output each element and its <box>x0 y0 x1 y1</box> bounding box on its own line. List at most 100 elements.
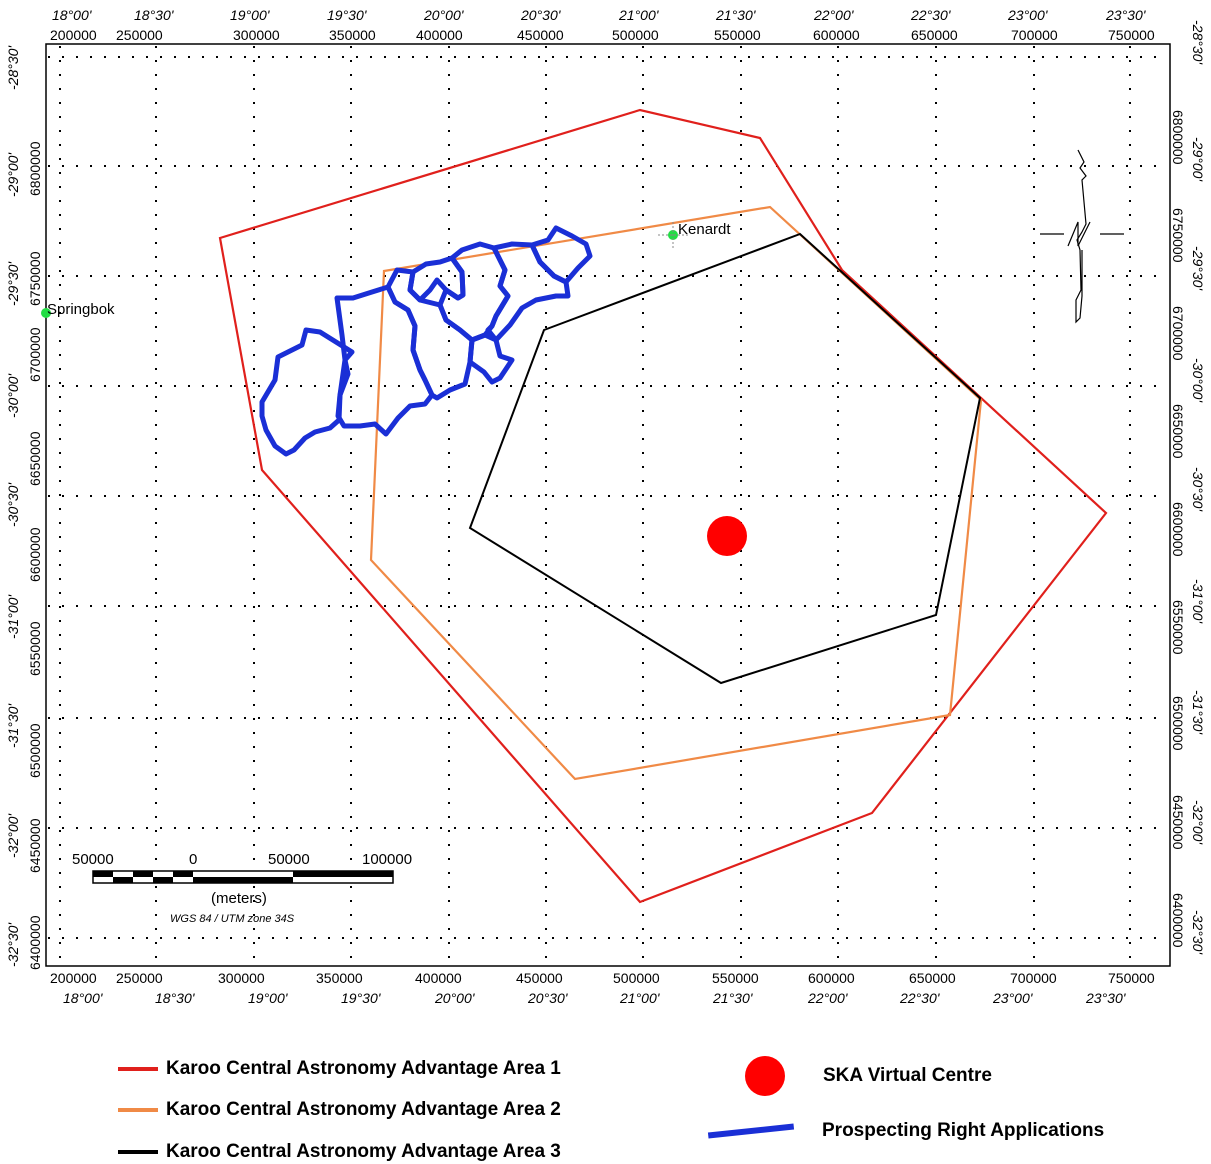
top-utm-label: 650000 <box>911 27 958 43</box>
top-utm-label: 600000 <box>813 27 860 43</box>
legend-swatch-prospecting <box>707 1123 795 1139</box>
bottom-utm-label: 250000 <box>116 970 163 986</box>
graticule-grid <box>48 46 1168 964</box>
right-lat-label: -31°30' <box>1190 690 1206 735</box>
right-utm-label: 6450000 <box>1170 795 1186 850</box>
bottom-utm-label: 300000 <box>218 970 265 986</box>
legend-label-area-1: Karoo Central Astronomy Advantage Area 1 <box>166 1058 561 1079</box>
top-utm-label: 500000 <box>612 27 659 43</box>
left-latitude-labels: -28°30' -29°00' -29°30' -30°00' -30°30' … <box>5 45 21 967</box>
scale-tick-label: 100000 <box>362 851 412 868</box>
right-utm-labels: 6800000 6750000 6700000 6650000 6600000 … <box>1170 110 1186 948</box>
bottom-lon-label: 20°30' <box>527 990 569 1006</box>
left-utm-label: 6500000 <box>27 723 43 778</box>
bottom-lon-label: 21°30' <box>712 990 754 1006</box>
bottom-utm-label: 750000 <box>1108 970 1155 986</box>
town-label-kenardt: Kenardt <box>678 221 731 238</box>
area-1-polygon <box>218 108 1108 904</box>
left-utm-label: 6550000 <box>27 621 43 676</box>
legend-label-prospecting: Prospecting Right Applications <box>822 1120 1105 1141</box>
bottom-utm-label: 550000 <box>712 970 759 986</box>
left-utm-label: 6800000 <box>27 141 43 196</box>
right-lat-label: -32°30' <box>1190 910 1206 955</box>
map-canvas: 18°00' 18°30' 19°00' 19°30' 20°00' 20°30… <box>5 7 1206 1006</box>
legend-swatch-area-2 <box>118 1108 158 1112</box>
town-springbok: Springbok <box>41 301 115 318</box>
right-lat-label: -30°30' <box>1190 467 1206 512</box>
top-lon-label: 19°30' <box>327 7 368 23</box>
legend-swatch-area-1 <box>118 1067 158 1071</box>
top-utm-label: 250000 <box>116 27 163 43</box>
top-utm-label: 450000 <box>517 27 564 43</box>
left-utm-label: 6450000 <box>27 818 43 873</box>
left-lat-label: -30°30' <box>5 482 21 527</box>
top-utm-label: 750000 <box>1108 27 1155 43</box>
right-utm-label: 6400000 <box>1170 893 1186 948</box>
right-lat-label: -30°00' <box>1190 358 1206 403</box>
legend-item-area-3: Karoo Central Astronomy Advantage Area 3 <box>118 1141 561 1163</box>
right-lat-label: -29°00' <box>1190 137 1206 182</box>
left-lat-label: -32°00' <box>5 813 21 858</box>
north-arrow-icon <box>1040 149 1124 324</box>
left-lat-label: -28°30' <box>5 45 21 90</box>
top-lon-label: 18°30' <box>134 7 175 23</box>
top-lon-label: 21°30' <box>715 7 757 23</box>
town-label-springbok: Springbok <box>47 301 115 318</box>
right-utm-label: 6500000 <box>1170 696 1186 751</box>
bottom-lon-label: 20°00' <box>434 990 476 1006</box>
bottom-lon-label: 23°30' <box>1085 990 1127 1006</box>
left-utm-label: 6700000 <box>27 327 43 382</box>
scale-tick-label: 0 <box>189 851 197 868</box>
legend-item-prospecting: Prospecting Right Applications <box>707 1120 1105 1142</box>
top-lon-label: 22°30' <box>910 7 952 23</box>
bottom-utm-label: 200000 <box>50 970 97 986</box>
bottom-longitude-labels: 18°00' 18°30' 19°00' 19°30' 20°00' 20°30… <box>63 990 1127 1006</box>
right-utm-label: 6550000 <box>1170 600 1186 655</box>
left-lat-label: -30°00' <box>5 373 21 418</box>
left-lat-label: -29°00' <box>5 152 21 197</box>
legend-item-ska: SKA Virtual Centre <box>745 1056 992 1096</box>
bottom-lon-label: 19°30' <box>341 990 382 1006</box>
area-2-polygon <box>369 205 983 781</box>
bottom-lon-label: 19°00' <box>248 990 289 1006</box>
bottom-utm-label: 450000 <box>516 970 563 986</box>
left-utm-label: 6400000 <box>27 915 43 970</box>
left-lat-label: -31°30' <box>5 703 21 748</box>
area-3-polygon <box>468 232 982 685</box>
town-marker-icon <box>41 308 51 318</box>
right-lat-label: -31°00' <box>1190 579 1206 624</box>
right-lat-label: -29°30' <box>1190 246 1206 291</box>
bottom-lon-label: 18°00' <box>63 990 104 1006</box>
legend-item-area-2: Karoo Central Astronomy Advantage Area 2 <box>118 1099 561 1121</box>
top-lon-label: 21°00' <box>618 7 660 23</box>
top-utm-label: 300000 <box>233 27 280 43</box>
left-lat-label: -32°30' <box>5 922 21 967</box>
bottom-utm-label: 700000 <box>1010 970 1057 986</box>
town-kenardt: Kenardt <box>658 221 731 248</box>
bottom-lon-label: 22°00' <box>807 990 849 1006</box>
left-utm-label: 6750000 <box>27 251 43 306</box>
scale-tick-label: 50000 <box>72 851 114 868</box>
top-lon-label: 23°30' <box>1105 7 1147 23</box>
bottom-utm-labels: 200000 250000 300000 350000 400000 45000… <box>50 970 1155 986</box>
right-latitude-labels: -28°30' -29°00' -29°30' -30°00' -30°30' … <box>1190 20 1206 955</box>
legend-item-area-1: Karoo Central Astronomy Advantage Area 1 <box>118 1058 561 1080</box>
right-utm-label: 6750000 <box>1170 208 1186 263</box>
top-utm-label: 350000 <box>329 27 376 43</box>
legend: Karoo Central Astronomy Advantage Area 1… <box>0 1040 1211 1164</box>
right-utm-label: 6600000 <box>1170 502 1186 557</box>
bottom-utm-label: 400000 <box>415 970 462 986</box>
top-lon-label: 23°00' <box>1007 7 1049 23</box>
top-utm-label: 550000 <box>714 27 761 43</box>
top-utm-label: 700000 <box>1011 27 1058 43</box>
right-lat-label: -32°00' <box>1190 800 1206 845</box>
bottom-utm-label: 650000 <box>909 970 956 986</box>
top-lon-label: 22°00' <box>813 7 855 23</box>
top-utm-label: 400000 <box>416 27 463 43</box>
left-utm-labels: 6800000 6750000 6700000 6650000 6600000 … <box>27 141 43 970</box>
top-longitude-labels: 18°00' 18°30' 19°00' 19°30' 20°00' 20°30… <box>52 7 1147 23</box>
left-lat-label: -29°30' <box>5 261 21 306</box>
scale-unit-label: (meters) <box>211 890 267 907</box>
top-utm-labels: 200000 250000 300000 350000 400000 45000… <box>50 27 1155 43</box>
bottom-utm-label: 350000 <box>316 970 363 986</box>
